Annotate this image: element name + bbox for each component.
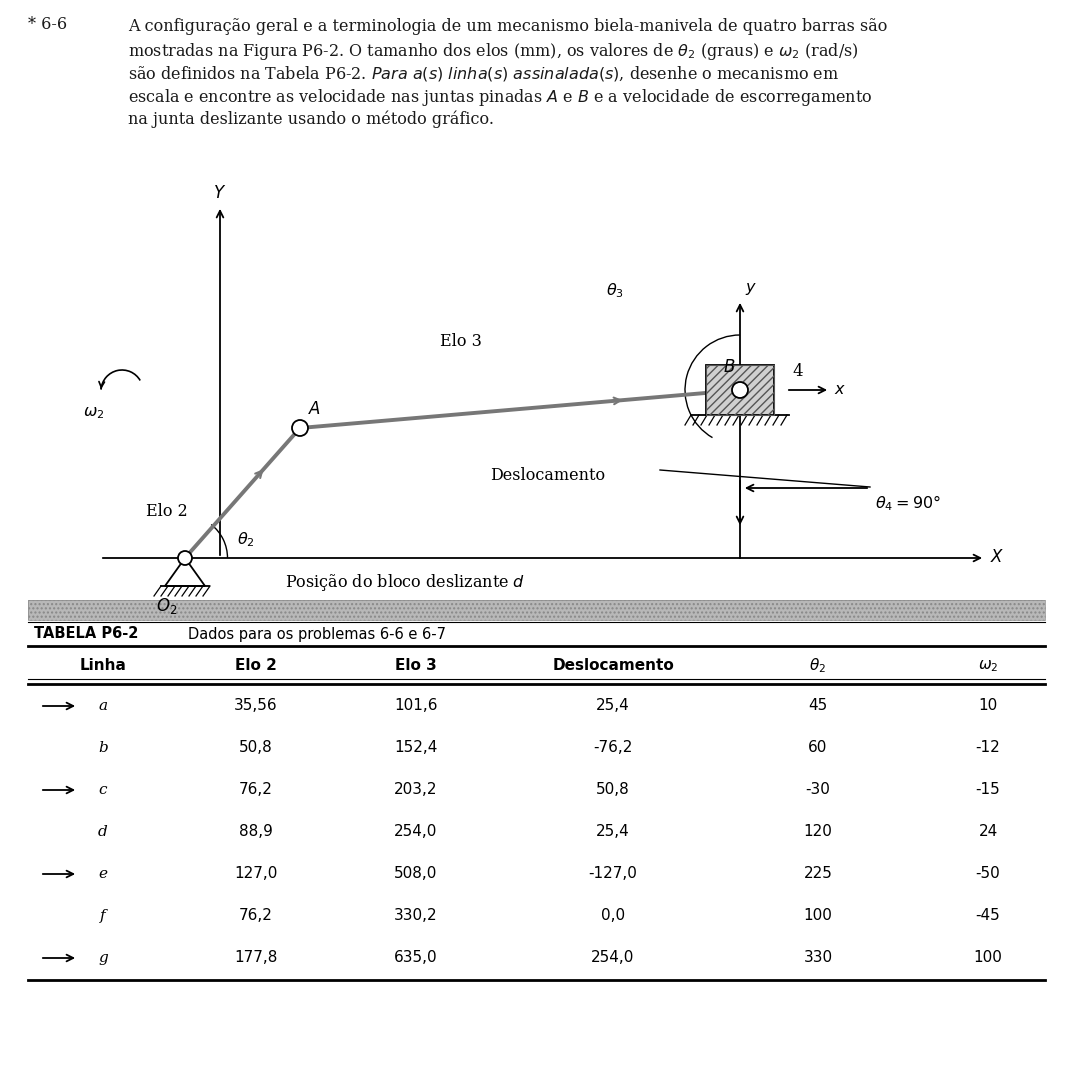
Text: 152,4: 152,4: [394, 741, 437, 756]
Text: Linha: Linha: [79, 658, 126, 673]
Text: g: g: [98, 951, 108, 965]
Text: * 6-6: * 6-6: [28, 16, 67, 33]
Text: -50: -50: [976, 867, 1001, 882]
Text: na junta deslizante usando o método gráfico.: na junta deslizante usando o método gráf…: [128, 110, 494, 127]
Text: Elo 2: Elo 2: [146, 503, 188, 519]
Text: 24: 24: [978, 824, 997, 839]
Bar: [28, 599, 1045, 620]
Text: Dados para os problemas 6-6 e 6-7: Dados para os problemas 6-6 e 6-7: [188, 627, 446, 642]
Text: 25,4: 25,4: [597, 698, 630, 714]
Text: $x$: $x$: [834, 381, 846, 399]
Circle shape: [292, 420, 308, 435]
Text: 10: 10: [978, 698, 997, 714]
Text: 35,56: 35,56: [234, 698, 278, 714]
Circle shape: [732, 382, 748, 397]
Text: 50,8: 50,8: [239, 741, 273, 756]
Text: Deslocamento: Deslocamento: [490, 467, 605, 484]
Text: 100: 100: [804, 909, 833, 923]
Text: $A$: $A$: [308, 401, 321, 418]
Text: Elo 3: Elo 3: [440, 332, 482, 350]
Text: $O_2$: $O_2$: [156, 596, 177, 616]
Text: 254,0: 254,0: [591, 950, 635, 965]
Text: f: f: [100, 909, 106, 923]
Text: $y$: $y$: [745, 280, 757, 296]
Text: -15: -15: [976, 783, 1001, 797]
Text: 330: 330: [804, 950, 833, 965]
Text: 177,8: 177,8: [234, 950, 278, 965]
Text: $\omega_2$: $\omega_2$: [978, 658, 998, 673]
Text: -30: -30: [806, 783, 831, 797]
Text: Posição do bloco deslizante $d$: Posição do bloco deslizante $d$: [285, 572, 525, 593]
Text: 120: 120: [804, 824, 833, 839]
Text: $\theta_2$: $\theta_2$: [809, 657, 826, 675]
Text: TABELA P6-2: TABELA P6-2: [34, 627, 138, 642]
Text: 0,0: 0,0: [601, 909, 625, 923]
Text: 225: 225: [804, 867, 833, 882]
Text: b: b: [98, 741, 108, 755]
Text: mostradas na Figura P6-2. O tamanho dos elos (mm), os valores de $\theta_2$ (gra: mostradas na Figura P6-2. O tamanho dos …: [128, 41, 858, 62]
Text: $\theta_2$: $\theta_2$: [237, 531, 254, 550]
Text: escala e encontre as velocidade nas juntas pinadas $\mathit{A}$ e $\mathit{B}$ e: escala e encontre as velocidade nas junt…: [128, 87, 872, 108]
Text: $\theta_4 = 90°$: $\theta_4 = 90°$: [876, 493, 941, 513]
Text: 50,8: 50,8: [597, 783, 630, 797]
Text: 25,4: 25,4: [597, 824, 630, 839]
Text: 45: 45: [808, 698, 827, 714]
Text: 635,0: 635,0: [394, 950, 438, 965]
Bar: [28, 599, 1045, 620]
Text: Elo 2: Elo 2: [235, 658, 277, 673]
Text: -127,0: -127,0: [589, 867, 637, 882]
Text: 330,2: 330,2: [394, 909, 438, 923]
Text: Elo 3: Elo 3: [396, 658, 437, 673]
Text: e: e: [98, 867, 108, 881]
Text: Deslocamento: Deslocamento: [552, 658, 673, 673]
Text: d: d: [98, 825, 108, 839]
Text: -45: -45: [976, 909, 1001, 923]
Text: 101,6: 101,6: [394, 698, 437, 714]
Text: 508,0: 508,0: [394, 867, 437, 882]
Text: -76,2: -76,2: [593, 741, 633, 756]
Text: $B$: $B$: [723, 359, 735, 376]
Bar: [706, 365, 774, 415]
Text: $\omega_2$: $\omega_2$: [83, 404, 105, 421]
Text: 100: 100: [974, 950, 1003, 965]
Text: $X$: $X$: [990, 550, 1005, 567]
Text: são definidos na Tabela P6-2. $\mathit{Para\ a(s)\ linha(s)\ assinalada(s)}$, de: são definidos na Tabela P6-2. $\mathit{P…: [128, 64, 839, 83]
Text: a: a: [98, 699, 108, 714]
Text: -12: -12: [976, 741, 1001, 756]
Text: 76,2: 76,2: [239, 909, 273, 923]
Text: 127,0: 127,0: [234, 867, 278, 882]
Text: c: c: [98, 783, 107, 797]
Text: 254,0: 254,0: [394, 824, 437, 839]
Text: 4: 4: [792, 364, 803, 380]
Text: $Y$: $Y$: [214, 185, 227, 202]
Text: $\theta_3$: $\theta_3$: [606, 281, 624, 301]
Text: 60: 60: [808, 741, 827, 756]
Circle shape: [179, 551, 192, 565]
Text: 203,2: 203,2: [394, 783, 437, 797]
Bar: [706, 365, 774, 415]
Text: 76,2: 76,2: [239, 783, 273, 797]
Text: A configuração geral e a terminologia de um mecanismo biela-manivela de quatro b: A configuração geral e a terminologia de…: [128, 18, 887, 35]
Text: 88,9: 88,9: [239, 824, 273, 839]
